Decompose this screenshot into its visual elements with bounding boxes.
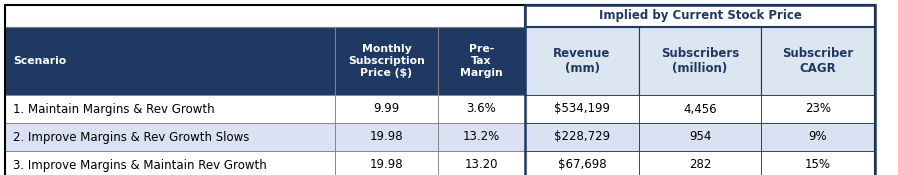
Bar bbox=[5, 123, 335, 151]
Bar bbox=[639, 151, 761, 175]
Bar bbox=[5, 95, 335, 123]
Text: Subscribers
(million): Subscribers (million) bbox=[661, 47, 739, 75]
Text: 2. Improve Margins & Rev Growth Slows: 2. Improve Margins & Rev Growth Slows bbox=[13, 131, 250, 144]
Bar bbox=[525, 5, 875, 175]
Text: 23%: 23% bbox=[805, 103, 831, 116]
Bar bbox=[761, 123, 875, 151]
Bar bbox=[5, 5, 525, 27]
Text: 1. Maintain Margins & Rev Growth: 1. Maintain Margins & Rev Growth bbox=[13, 103, 215, 116]
Bar bbox=[438, 123, 525, 151]
Bar bbox=[438, 27, 525, 95]
Bar bbox=[335, 123, 438, 151]
Bar bbox=[525, 123, 639, 151]
Text: Pre-
Tax
Margin: Pre- Tax Margin bbox=[460, 44, 503, 78]
Text: Implied by Current Stock Price: Implied by Current Stock Price bbox=[599, 9, 801, 23]
Text: 3.6%: 3.6% bbox=[467, 103, 497, 116]
Bar bbox=[5, 27, 335, 95]
Text: 13.20: 13.20 bbox=[465, 159, 498, 172]
Bar bbox=[525, 5, 875, 27]
Text: $534,199: $534,199 bbox=[554, 103, 610, 116]
Bar bbox=[335, 27, 438, 95]
Bar bbox=[639, 27, 761, 95]
Text: $228,729: $228,729 bbox=[554, 131, 610, 144]
Text: $67,698: $67,698 bbox=[558, 159, 606, 172]
Bar bbox=[335, 95, 438, 123]
Text: 19.98: 19.98 bbox=[370, 159, 403, 172]
Text: 4,456: 4,456 bbox=[683, 103, 717, 116]
Bar bbox=[639, 95, 761, 123]
Bar bbox=[761, 95, 875, 123]
Text: Subscriber
CAGR: Subscriber CAGR bbox=[782, 47, 854, 75]
Bar bbox=[761, 27, 875, 95]
Text: 9%: 9% bbox=[809, 131, 827, 144]
Bar bbox=[335, 151, 438, 175]
Bar bbox=[525, 27, 639, 95]
Text: Monthly
Subscription
Price ($): Monthly Subscription Price ($) bbox=[348, 44, 425, 78]
Bar bbox=[525, 151, 639, 175]
Text: 3. Improve Margins & Maintain Rev Growth: 3. Improve Margins & Maintain Rev Growth bbox=[13, 159, 267, 172]
Text: Scenario: Scenario bbox=[13, 56, 66, 66]
Text: 954: 954 bbox=[689, 131, 711, 144]
Bar bbox=[438, 95, 525, 123]
Text: 19.98: 19.98 bbox=[370, 131, 403, 144]
Text: Revenue
(mm): Revenue (mm) bbox=[553, 47, 611, 75]
Bar bbox=[639, 123, 761, 151]
Text: 13.2%: 13.2% bbox=[462, 131, 500, 144]
Bar bbox=[761, 151, 875, 175]
Bar bbox=[5, 151, 335, 175]
Text: 282: 282 bbox=[689, 159, 711, 172]
Bar bbox=[438, 151, 525, 175]
Bar bbox=[525, 95, 639, 123]
Text: 15%: 15% bbox=[805, 159, 831, 172]
Text: 9.99: 9.99 bbox=[374, 103, 400, 116]
